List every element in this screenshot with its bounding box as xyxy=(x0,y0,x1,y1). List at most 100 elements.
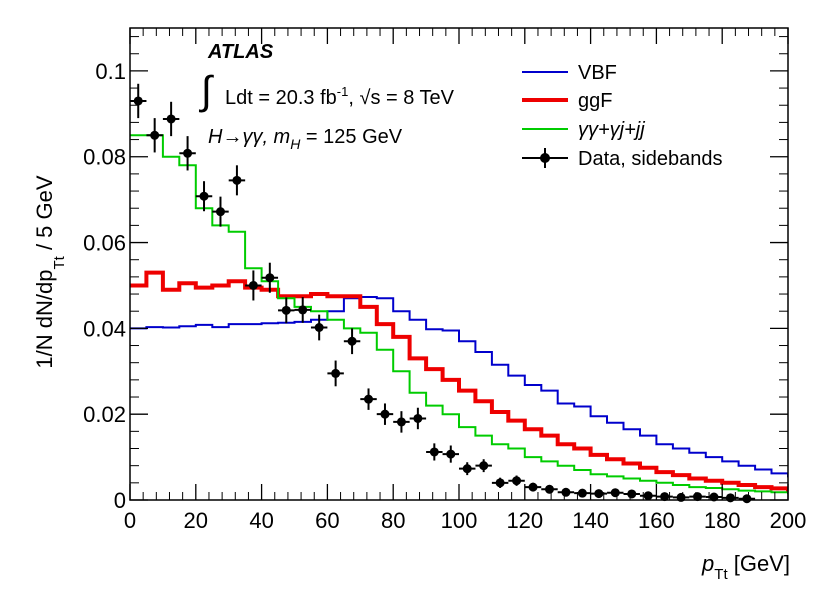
y-tick-label: 0.06 xyxy=(83,231,126,256)
legend-swatch-data-marker xyxy=(540,153,550,163)
x-tick-label: 100 xyxy=(441,508,478,533)
data-point-marker xyxy=(577,488,587,498)
data-point xyxy=(574,488,591,498)
data-point-marker xyxy=(265,273,275,283)
data-point-marker xyxy=(347,336,357,346)
data-point xyxy=(475,459,492,473)
data-point-marker xyxy=(281,305,291,315)
data-point xyxy=(524,482,542,492)
data-point xyxy=(130,83,147,119)
x-tick-label: 20 xyxy=(184,508,208,533)
x-tick-label: 80 xyxy=(381,508,405,533)
data-point xyxy=(393,411,410,433)
data-point-marker xyxy=(166,114,176,124)
data-point-marker xyxy=(627,489,637,499)
data-point xyxy=(376,403,394,425)
x-tick-label: 60 xyxy=(315,508,339,533)
legend-label-background: γγ+γj+jj xyxy=(578,119,645,141)
data-point xyxy=(639,491,657,501)
data-point-marker xyxy=(248,280,258,290)
data-point-marker xyxy=(544,484,554,494)
data-point xyxy=(343,328,361,355)
data-point xyxy=(327,360,344,387)
data-point xyxy=(360,388,377,410)
x-tick-label: 120 xyxy=(506,508,543,533)
integral-sign-icon: ∫ xyxy=(199,69,215,113)
data-point-marker xyxy=(331,368,341,378)
data-point xyxy=(722,493,739,503)
data-point-marker xyxy=(742,494,752,504)
data-point xyxy=(310,314,328,341)
data-point-marker xyxy=(133,96,143,106)
data-point xyxy=(590,489,608,499)
data-point-marker xyxy=(298,305,308,315)
data-point xyxy=(491,477,509,488)
ggf-histogram xyxy=(130,270,788,492)
x-tick-label: 160 xyxy=(638,508,675,533)
data-point xyxy=(508,475,525,486)
data-point-marker xyxy=(199,191,209,201)
data-point-marker xyxy=(462,464,472,474)
data-point-marker xyxy=(495,478,505,488)
vbf-histogram xyxy=(130,296,788,478)
data-point xyxy=(607,488,624,498)
data-point xyxy=(656,492,673,502)
data-point-marker xyxy=(446,449,456,459)
data-point xyxy=(738,494,756,504)
data-point-marker xyxy=(512,476,522,486)
data-point-marker xyxy=(693,492,703,502)
data-point-marker xyxy=(232,175,242,185)
y-tick-label: 0 xyxy=(114,488,126,513)
lumi-label: Ldt = 20.3 fb-1, √s = 8 TeV xyxy=(225,84,455,109)
x-tick-label: 180 xyxy=(704,508,741,533)
data-point xyxy=(195,181,213,212)
data-point-marker xyxy=(594,489,604,499)
y-tick-label: 0.1 xyxy=(95,59,126,84)
data-point-marker xyxy=(660,492,670,502)
data-point-marker xyxy=(215,207,225,217)
data-point-marker xyxy=(396,417,406,427)
data-point xyxy=(557,487,575,497)
data-point xyxy=(162,101,180,137)
data-point xyxy=(179,136,196,171)
data-point xyxy=(705,492,723,502)
data-point-marker xyxy=(561,487,571,497)
data-point xyxy=(426,443,443,461)
data-point xyxy=(689,492,706,502)
y-axis-title: 1/N dN/dpTt / 5 GeV xyxy=(32,175,68,368)
data-point xyxy=(146,118,163,153)
data-point xyxy=(261,262,279,293)
legend-label-vbf: VBF xyxy=(578,62,617,84)
x-tick-label: 200 xyxy=(770,508,807,533)
data-point xyxy=(409,407,427,430)
data-point-marker xyxy=(150,130,160,140)
x-tick-label: 140 xyxy=(572,508,609,533)
legend-label-ggf: ggF xyxy=(578,90,612,112)
x-axis-title: pTt [GeV] xyxy=(701,551,790,583)
x-tick-label: 40 xyxy=(249,508,273,533)
data-point-marker xyxy=(479,461,489,471)
process-label: H→γγ, mH = 125 GeV xyxy=(208,126,403,152)
data-point-marker xyxy=(413,413,423,423)
data-point xyxy=(541,484,558,494)
y-tick-label: 0.08 xyxy=(83,145,126,170)
background-histogram xyxy=(130,134,788,495)
data-point xyxy=(294,297,311,323)
data-point-marker xyxy=(380,409,390,419)
data-point-marker xyxy=(709,492,719,502)
legend: VBF ggF γγ+γj+jj Data, sidebands xyxy=(522,62,723,170)
y-tick-label: 0.04 xyxy=(83,316,126,341)
data-point-marker xyxy=(183,148,193,158)
data-point-marker xyxy=(314,323,324,333)
data-point-marker xyxy=(610,488,620,498)
data-point xyxy=(245,270,262,301)
data-point-marker xyxy=(429,447,439,457)
data-point-marker xyxy=(364,394,374,404)
data-point-marker xyxy=(643,491,653,501)
data-point xyxy=(278,297,295,324)
data-point xyxy=(212,196,229,227)
experiment-label: ATLAS xyxy=(207,41,274,63)
x-tick-label: 0 xyxy=(124,508,136,533)
legend-label-data: Data, sidebands xyxy=(578,148,723,170)
